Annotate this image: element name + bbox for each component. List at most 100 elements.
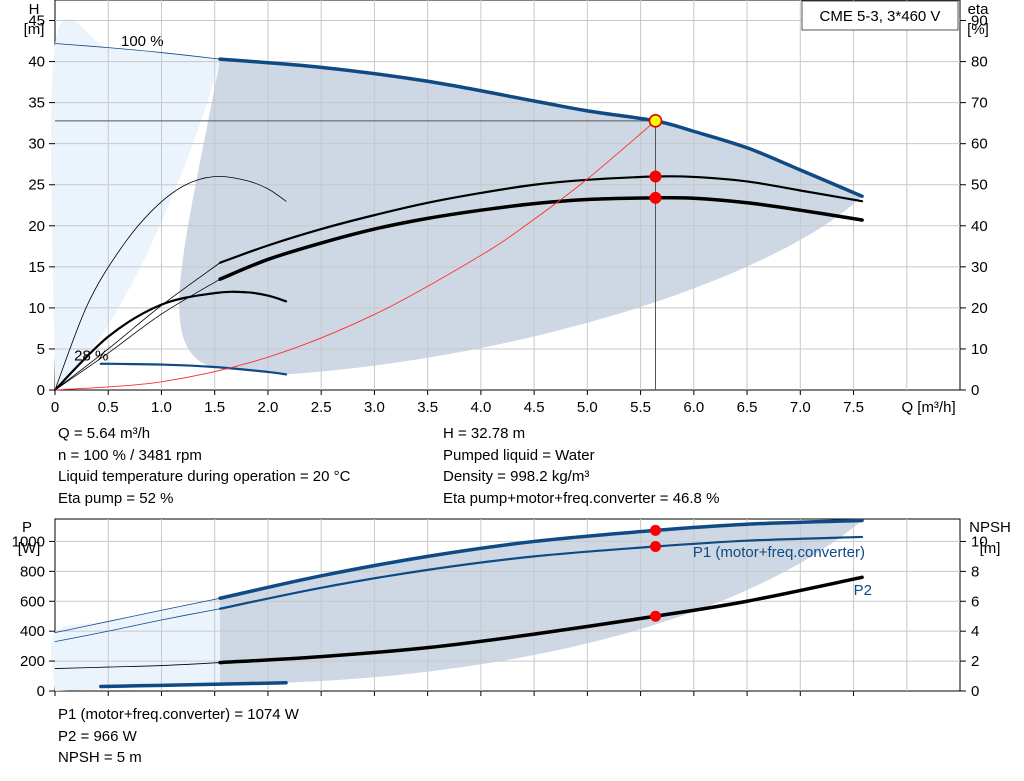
y-right-tick-label: 0 (971, 382, 979, 399)
speed-label-100: 100 % (121, 33, 164, 50)
p-axis-tick-label: 1000 (12, 533, 45, 550)
duty-point-p1 (649, 524, 661, 536)
curve-p2 (218, 535, 864, 610)
y-left-tick-label: 20 (28, 218, 45, 235)
p-axis-label: P (22, 519, 32, 536)
curve-system-curve (54, 120, 656, 391)
p-axis-tick-label: 800 (20, 563, 45, 580)
curve-head-100-ext (54, 43, 221, 60)
curve-eta-pump-lowflow (54, 175, 287, 391)
duty-point-head (648, 114, 663, 128)
info-bottom: P1 (motor+freq.converter) = 1074 W P2 = … (58, 704, 299, 769)
info-top-left: Q = 5.64 m³/h n = 100 % / 3481 rpm Liqui… (58, 423, 350, 509)
x-tick-label: 2.5 (311, 399, 332, 416)
y-left-tick-label: 5 (37, 341, 45, 358)
y-right-tick-label: 10 (971, 341, 988, 358)
y-left-axis-label: H (29, 1, 40, 18)
speed-label-28: 28 % (74, 348, 108, 365)
p-axis-unit: [W] (18, 540, 41, 557)
npsh-axis-tick-label: 0 (971, 683, 979, 700)
x-tick-label: 1.0 (151, 399, 172, 416)
y-right-axis-label: eta (968, 1, 990, 18)
info-p1: P1 (motor+freq.converter) = 1074 W (58, 706, 299, 723)
duty-point-eta-pump (649, 170, 662, 183)
y-right-axis-unit: [%] (967, 21, 989, 38)
bottom-operating-region (220, 520, 863, 685)
duty-point-p2 (649, 541, 661, 553)
top-operating-region (179, 59, 863, 375)
curve-eta-total-ext (54, 278, 221, 391)
duty-point-eta-total (649, 191, 662, 204)
npsh-axis-tick-label: 10 (971, 533, 988, 550)
x-tick-label: 4.0 (470, 399, 491, 416)
x-tick-label: 4.5 (524, 399, 545, 416)
curve-p1 (218, 518, 864, 601)
model-title-box (801, 0, 959, 31)
y-right-tick-label: 70 (971, 95, 988, 112)
info-speed: n = 100 % / 3481 rpm (58, 446, 202, 464)
info-eta-total: Eta pump+motor+freq.converter = 46.8 % (443, 489, 720, 507)
x-tick-label: 3.5 (417, 399, 438, 416)
curve-eta-pump (218, 175, 864, 264)
npsh-axis-tick-label: 4 (971, 623, 979, 640)
x-tick-label: 2.0 (258, 399, 279, 416)
y-right-tick-label: 80 (971, 54, 988, 71)
y-left-tick-label: 10 (28, 300, 45, 317)
model-title: CME 5-3, 3*460 V (820, 8, 941, 25)
curve-p1-ext (54, 597, 221, 634)
curve-head-28 (99, 362, 288, 376)
x-tick-label: 0 (51, 399, 59, 416)
curve-p1-28 (99, 681, 288, 689)
x-tick-label: 5.0 (577, 399, 598, 416)
x-tick-label: 6.0 (683, 399, 704, 416)
info-top-right: H = 32.78 m Pumped liquid = Water Densit… (443, 423, 719, 509)
top-extended-region (51, 18, 221, 390)
y-left-tick-label: 35 (28, 95, 45, 112)
y-right-tick-label: 20 (971, 300, 988, 317)
x-axis-label: Q [m³/h] (901, 399, 955, 416)
curve-p2-ext (54, 608, 221, 643)
npsh-axis-tick-label: 6 (971, 593, 979, 610)
y-right-tick-label: 40 (971, 218, 988, 235)
x-tick-label: 6.5 (737, 399, 758, 416)
y-left-tick-label: 40 (28, 54, 45, 71)
curve-eta-pump-ext (54, 262, 221, 391)
x-tick-label: 1.5 (204, 399, 225, 416)
info-npsh: NPSH = 5 m (58, 749, 142, 766)
info-p2: P2 = 966 W (58, 727, 137, 745)
x-tick-label: 7.5 (843, 399, 864, 416)
npsh-axis-unit: [m] (980, 540, 1001, 557)
curve-head-100 (218, 57, 864, 198)
info-eta-pump: Eta pump = 52 % (58, 489, 174, 507)
npsh-axis-label: NPSH (969, 519, 1011, 536)
y-right-tick-label: 30 (971, 259, 988, 276)
duty-point-npsh (649, 610, 661, 622)
y-right-tick-label: 50 (971, 177, 988, 194)
curve-npsh (218, 575, 864, 665)
y-right-tick-label: 90 (971, 13, 988, 30)
npsh-axis-tick-label: 2 (971, 653, 979, 670)
info-flow: Q = 5.64 m³/h (58, 425, 151, 442)
y-left-axis-unit: [m] (24, 21, 45, 38)
legend-p2: P2 (854, 582, 872, 599)
y-left-tick-label: 45 (28, 13, 45, 30)
y-left-tick-label: 30 (28, 136, 45, 153)
info-head: H = 32.78 m (443, 425, 526, 442)
x-tick-label: 5.5 (630, 399, 651, 416)
p-axis-tick-label: 400 (20, 623, 45, 640)
x-tick-label: 3.0 (364, 399, 385, 416)
curve-eta-total (218, 195, 864, 281)
info-liquid-temperature: Liquid temperature during operation = 20… (58, 468, 351, 485)
legend-p1: P1 (motor+freq.converter) (693, 544, 865, 561)
npsh-axis-tick-label: 8 (971, 563, 979, 580)
curve-eta-total-28 (53, 290, 288, 392)
y-left-tick-label: 15 (28, 259, 45, 276)
info-pumped-liquid: Pumped liquid = Water (443, 446, 595, 464)
p-axis-tick-label: 0 (37, 683, 45, 700)
y-left-tick-label: 0 (37, 382, 45, 399)
p-axis-tick-label: 200 (20, 653, 45, 670)
x-tick-label: 7.0 (790, 399, 811, 416)
info-density: Density = 998.2 kg/m³ (443, 468, 590, 485)
p-axis-tick-label: 600 (20, 593, 45, 610)
